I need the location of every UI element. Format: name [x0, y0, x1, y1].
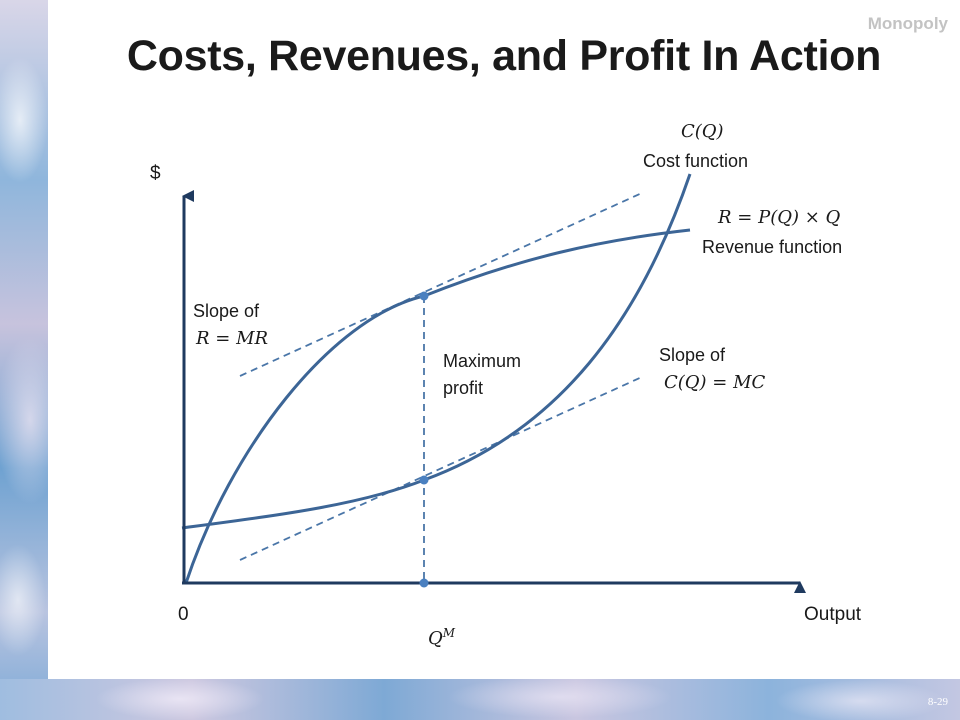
- qm-label-superscript: M: [442, 626, 456, 640]
- qm-label: QM: [428, 622, 455, 650]
- slope-c-line1: Slope of: [659, 345, 726, 365]
- max-profit-line2: profit: [443, 378, 484, 398]
- revenue-curve: [184, 228, 691, 584]
- revenue-function-formula: R = P(Q) × Q: [718, 207, 841, 228]
- revenue-function-name: Revenue function: [702, 237, 843, 257]
- slope-r-line1: Slope of: [193, 301, 260, 321]
- origin-label: 0: [178, 604, 189, 625]
- sky-background-left: [0, 0, 48, 720]
- slide-number: 8-29: [927, 696, 948, 708]
- cost-tangency-point: [419, 475, 429, 485]
- slope-c-line2: C(Q) = MC: [664, 372, 766, 393]
- cost-function-name: Cost function: [643, 151, 749, 171]
- max-profit-line1: Maximum: [443, 351, 522, 371]
- revenue-tangency-point: [419, 291, 429, 301]
- slide-title: Costs, Revenues, and Profit In Action: [126, 32, 882, 80]
- revenue-tangent-line: [239, 191, 645, 377]
- cost-function-formula: C(Q): [681, 121, 724, 142]
- sky-background-bottom: [0, 679, 960, 720]
- section-label: Monopoly: [867, 14, 948, 33]
- y-axis-label: $: [150, 163, 161, 184]
- qm-axis-point: [419, 578, 429, 588]
- slope-r-line2: R = MR: [196, 328, 269, 349]
- x-axis-label: Output: [804, 604, 862, 625]
- qm-label-q: Q: [428, 628, 443, 649]
- cost-tangent-line: [239, 375, 645, 561]
- cost-curve: [181, 173, 692, 530]
